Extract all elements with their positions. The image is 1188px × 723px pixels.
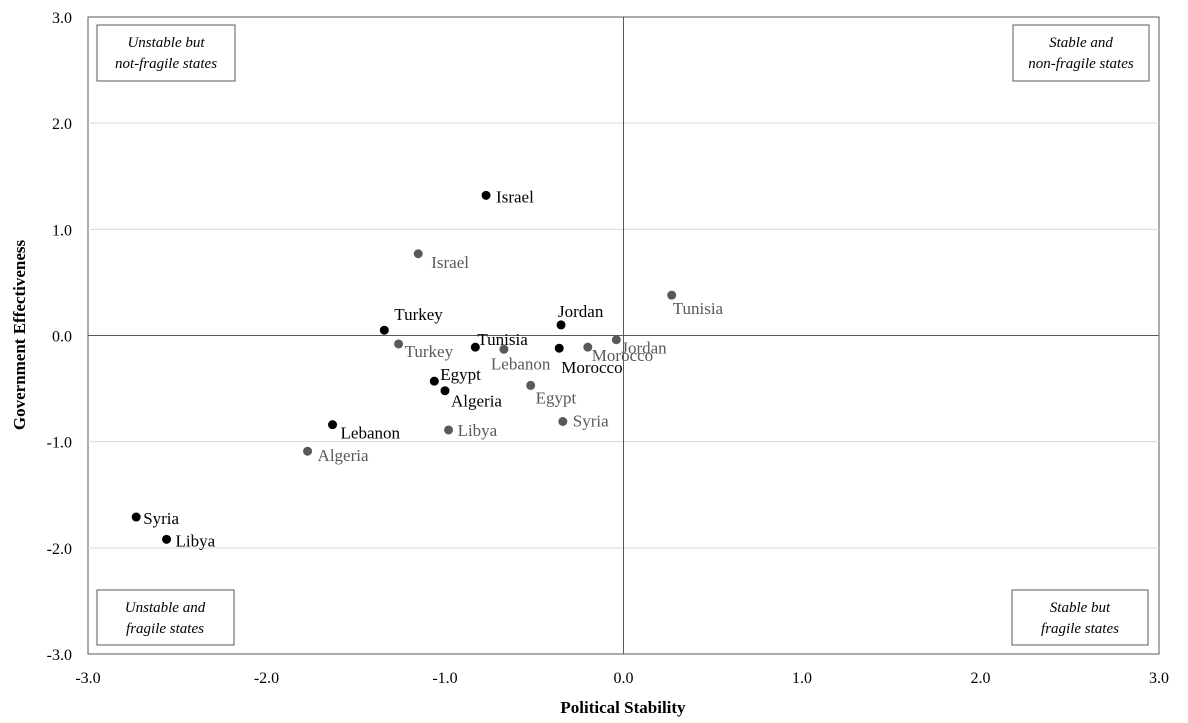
x-tick-label: -2.0 xyxy=(254,670,279,687)
y-tick-labels: 3.0 2.0 1.0 0.0 -1.0 -2.0 -3.0 xyxy=(47,10,72,664)
point-label: Algeria xyxy=(318,446,369,465)
y-tick-label: -3.0 xyxy=(47,647,72,664)
quadrant-box xyxy=(1011,589,1149,646)
point-label: Israel xyxy=(431,253,469,272)
point-label: Israel xyxy=(496,187,534,206)
point-libya xyxy=(162,534,172,544)
point-turkey xyxy=(379,325,389,335)
quadrant-text-line1: Unstable but xyxy=(127,35,205,51)
quadrant-text-line2: non-fragile states xyxy=(1028,56,1134,72)
point-jordan xyxy=(556,320,566,330)
point-label: Tunisia xyxy=(673,299,724,318)
point-algeria xyxy=(303,446,313,456)
point-label: Egypt xyxy=(536,388,577,407)
point-libya xyxy=(444,425,454,435)
y-tick-label: -2.0 xyxy=(47,541,72,558)
point-label: Lebanon xyxy=(491,354,551,373)
point-egypt xyxy=(526,380,536,390)
point-label: Libya xyxy=(176,531,216,550)
point-label: Jordan xyxy=(558,302,604,321)
x-tick-labels: -3.0 -2.0 -1.0 0.0 1.0 2.0 3.0 xyxy=(75,670,1169,687)
point-syria xyxy=(131,512,141,522)
y-tick-label: 0.0 xyxy=(52,329,72,346)
point-egypt xyxy=(429,376,439,386)
point-tunisia xyxy=(667,290,677,300)
y-tick-label: 1.0 xyxy=(52,222,72,239)
point-turkey xyxy=(394,339,404,349)
point-label: Turkey xyxy=(394,305,443,324)
point-syria xyxy=(558,416,568,426)
point-label: Syria xyxy=(143,509,179,528)
point-label: Algeria xyxy=(451,392,502,411)
y-axis-title: Government Effectiveness xyxy=(10,239,29,430)
x-axis-title: Political Stability xyxy=(560,698,686,717)
quadrant-box xyxy=(96,24,236,82)
quadrant-text-line1: Stable and xyxy=(1049,35,1113,51)
series-1: Israel Turkey Jordan Tunisia Morocco Egypt Alg… xyxy=(131,187,623,550)
point-label: Tunisia xyxy=(477,330,528,349)
quadrant-note-bottom-left: Unstable and fragile states xyxy=(96,589,235,646)
point-lebanon xyxy=(328,420,338,430)
point-lebanon xyxy=(499,344,509,354)
point-label: Morocco xyxy=(561,358,622,377)
point-jordan xyxy=(611,335,621,345)
x-tick-label: 1.0 xyxy=(792,670,812,687)
quadrant-box xyxy=(96,589,235,646)
quadrant-text-line2: not-fragile states xyxy=(115,56,217,72)
point-morocco xyxy=(583,342,593,352)
x-tick-label: -1.0 xyxy=(432,670,457,687)
y-tick-label: 3.0 xyxy=(52,10,72,27)
y-tick-label: 2.0 xyxy=(52,116,72,133)
point-algeria xyxy=(440,386,450,396)
quadrant-text-line2: fragile states xyxy=(1041,621,1119,637)
quadrant-text-line1: Unstable and xyxy=(125,600,206,616)
point-label: Turkey xyxy=(405,342,454,361)
point-label: Syria xyxy=(573,411,609,430)
x-tick-label: 0.0 xyxy=(614,670,634,687)
x-tick-label: 3.0 xyxy=(1149,670,1169,687)
quadrant-note-top-right: Stable and non-fragile states xyxy=(1012,24,1150,82)
data-points: Israel Turkey Jordan Tunisia Morocco Egypt Alg… xyxy=(131,187,724,550)
point-label: Libya xyxy=(458,421,498,440)
point-israel xyxy=(481,190,491,200)
quadrant-note-top-left: Unstable but not-fragile states xyxy=(96,24,236,82)
point-morocco xyxy=(554,343,564,353)
quadrant-note-bottom-right: Stable but fragile states xyxy=(1011,589,1149,646)
point-label: Egypt xyxy=(440,365,481,384)
point-tunisia xyxy=(470,342,480,352)
x-tick-label: -3.0 xyxy=(75,670,100,687)
x-tick-label: 2.0 xyxy=(971,670,991,687)
y-tick-label: -1.0 xyxy=(47,435,72,452)
quadrant-text-line2: fragile states xyxy=(126,621,204,637)
zero-axes xyxy=(88,17,1159,654)
point-label: Morocco xyxy=(592,346,653,365)
point-label: Jordan xyxy=(621,339,667,358)
point-label: Lebanon xyxy=(341,424,401,443)
quadrant-text-line1: Stable but xyxy=(1050,600,1111,616)
quadrant-box xyxy=(1012,24,1150,82)
point-israel xyxy=(413,249,423,259)
